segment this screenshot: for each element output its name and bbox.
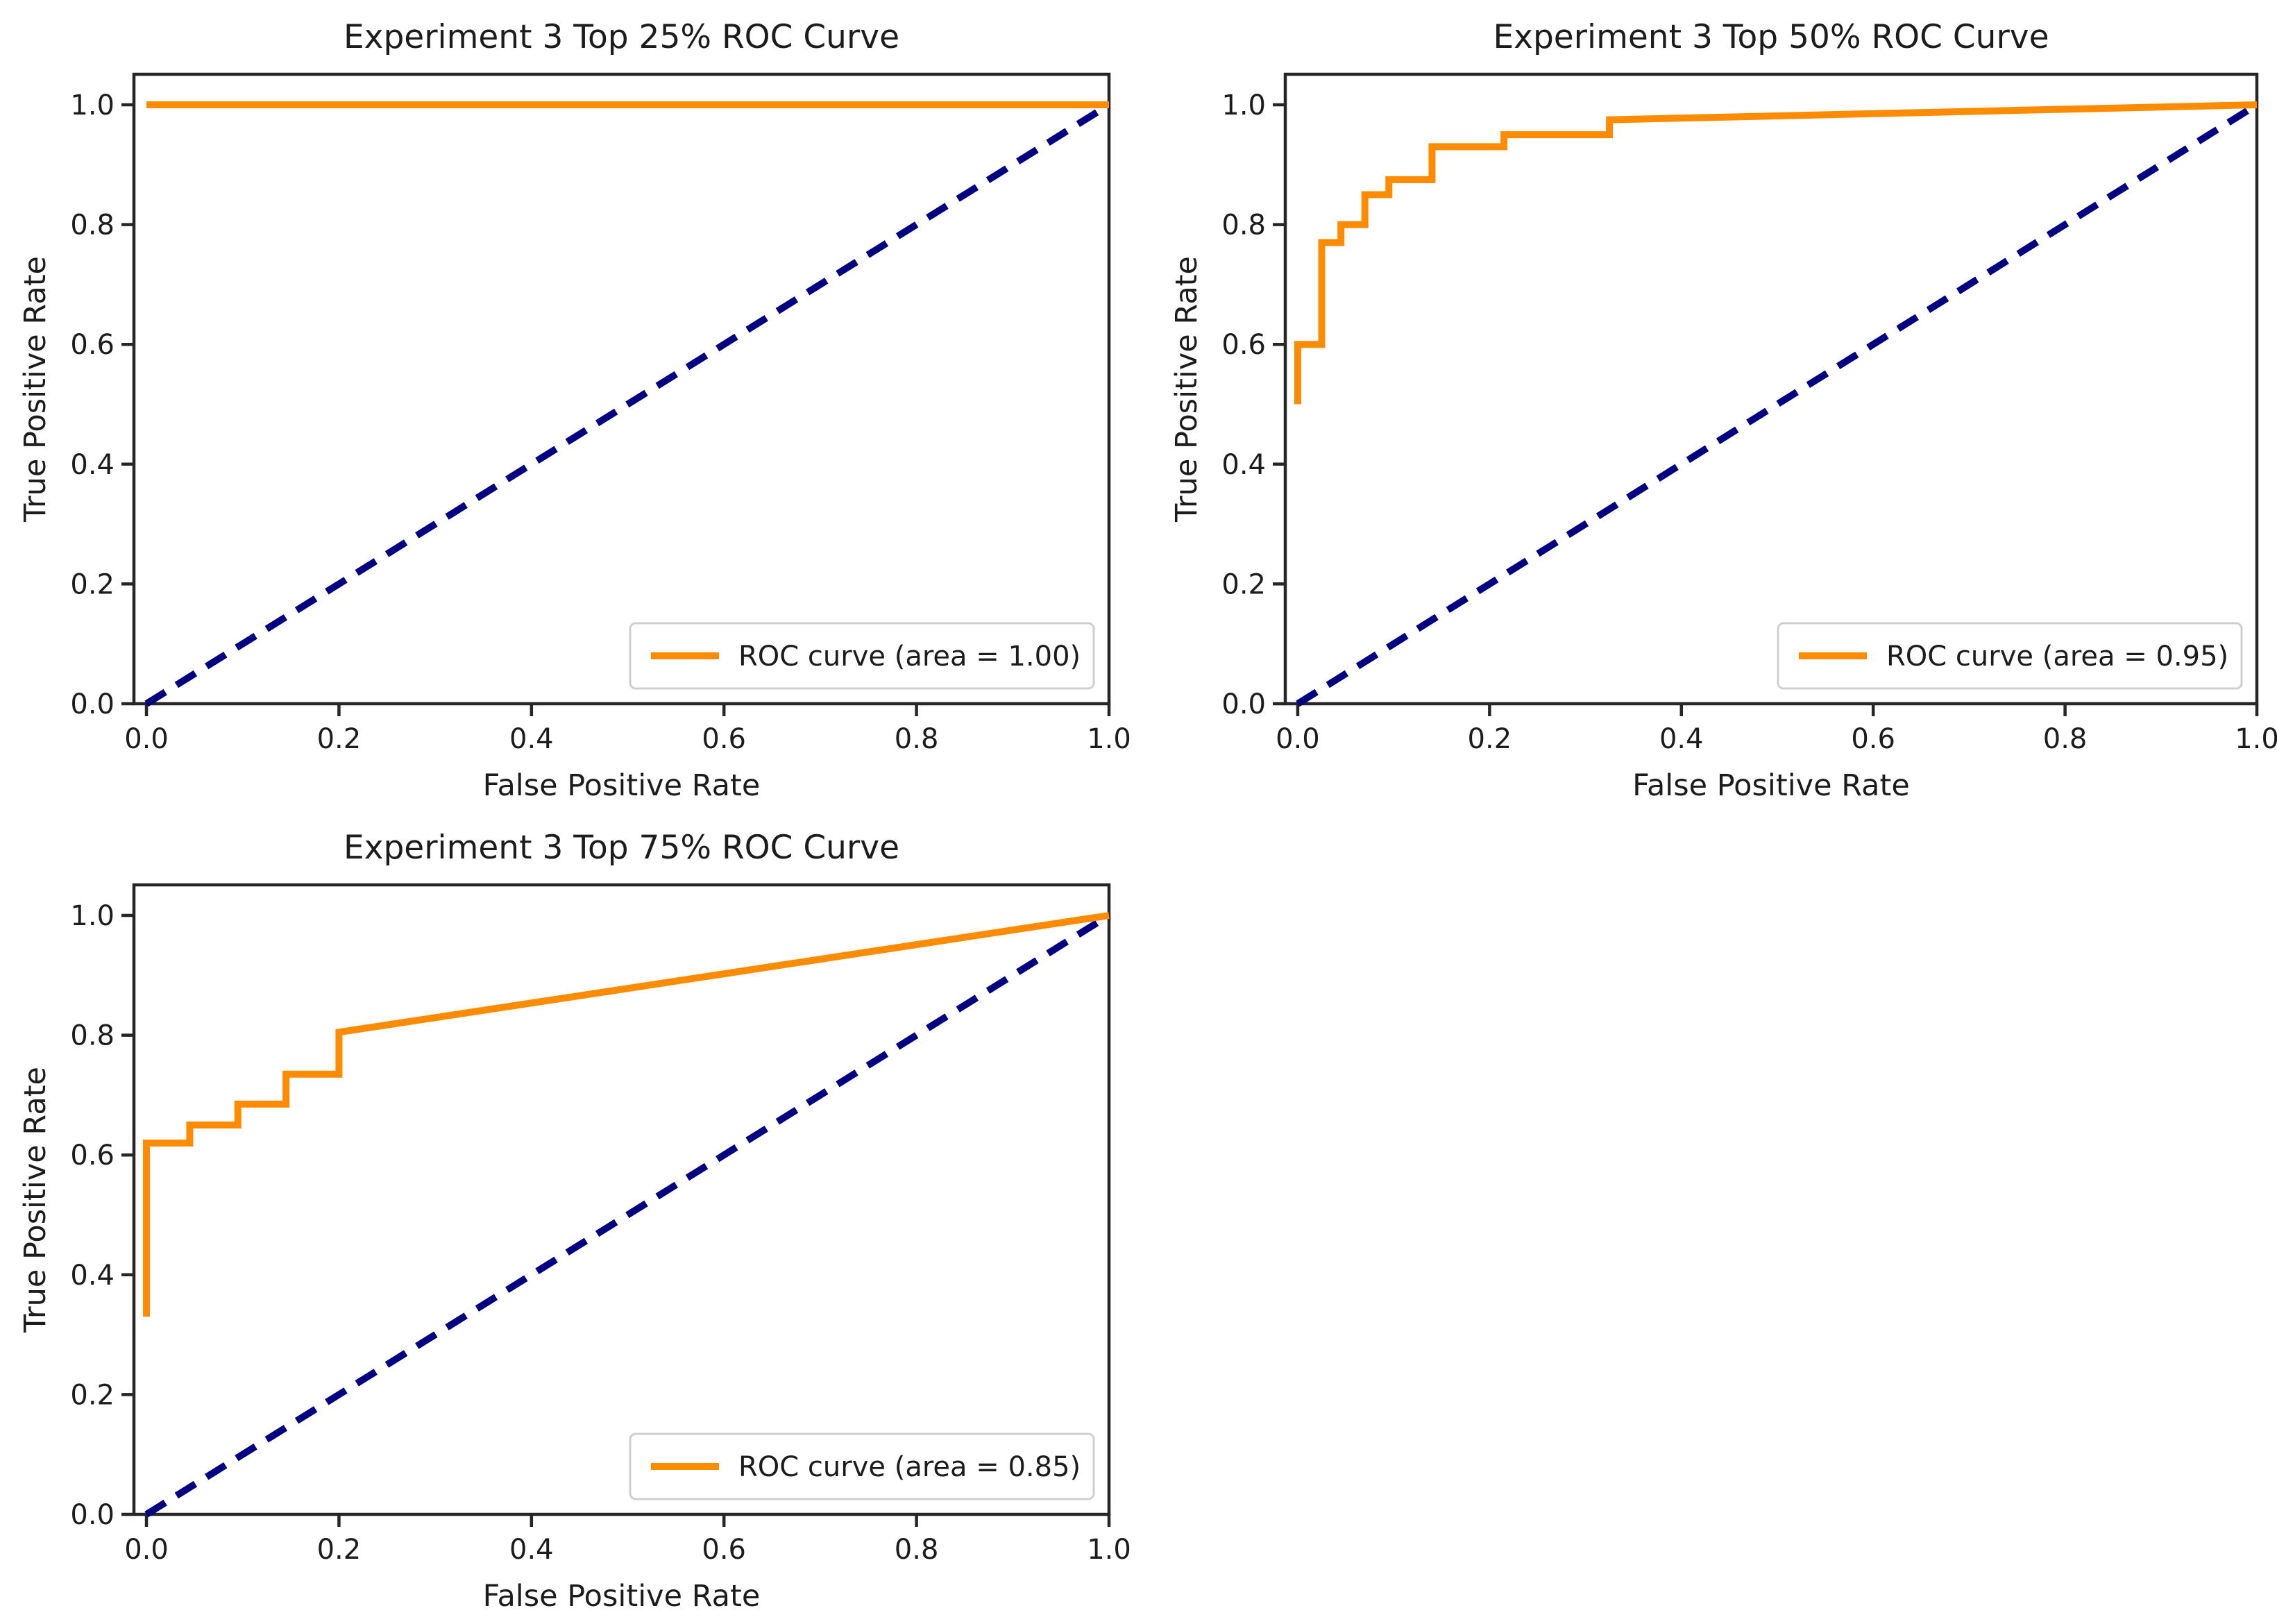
x-tick-label: 0.2 xyxy=(317,723,362,755)
axes-frame xyxy=(1283,72,2259,706)
x-tick-label: 0.8 xyxy=(895,1534,939,1566)
x-tick-label: 0.8 xyxy=(2043,723,2088,755)
y-tick-label: 0.2 xyxy=(70,568,115,600)
x-tick-label: 1.0 xyxy=(1087,723,1131,755)
x-tick-label: 0.6 xyxy=(702,723,746,755)
y-tick-label: 0.2 xyxy=(70,1379,115,1411)
x-axis-label: False Positive Rate xyxy=(483,1579,761,1614)
x-tick-label: 0.4 xyxy=(509,1534,554,1566)
chart-title: Experiment 3 Top 75% ROC Curve xyxy=(344,829,899,867)
x-tick-label: 0.0 xyxy=(1276,723,1320,755)
x-tick-label: 0.0 xyxy=(124,1534,169,1566)
axes-frame xyxy=(132,883,1111,1516)
y-tick-label: 0.8 xyxy=(70,1020,115,1052)
y-axis-label: True Positive Rate xyxy=(1169,256,1204,523)
y-tick-label: 0.6 xyxy=(70,329,115,361)
y-tick-label: 0.0 xyxy=(1221,688,1266,720)
y-tick-label: 0.4 xyxy=(70,449,115,481)
axes-frame xyxy=(132,72,1111,706)
legend-label: ROC curve (area = 1.00) xyxy=(738,641,1081,673)
roc-chart-top50: 0.0 0.2 0.4 0.6 0.8 1.0 0.0 0.2 0.4 0.6 0.8 1.0 Expe… xyxy=(1169,18,2277,803)
y-axis-label: True Positive Rate xyxy=(18,256,53,523)
y-axis-label: True Positive Rate xyxy=(18,1067,53,1333)
y-tick-label: 0.4 xyxy=(1221,449,1266,481)
roc-chart-top25: 0.0 0.2 0.4 0.6 0.8 1.0 0.0 0.2 0.4 0.6 0.8 1.0 Expe… xyxy=(18,18,1131,803)
y-tick-label: 0.6 xyxy=(70,1140,115,1172)
x-tick-label: 1.0 xyxy=(2235,723,2277,755)
chance-diagonal-line xyxy=(144,101,1111,707)
chart-title: Experiment 3 Top 25% ROC Curve xyxy=(344,18,899,56)
x-axis-label: False Positive Rate xyxy=(483,768,761,803)
x-tick-label: 0.2 xyxy=(1468,723,1512,755)
y-tick-label: 0.2 xyxy=(1221,568,1266,600)
x-tick-label: 1.0 xyxy=(1087,1534,1131,1566)
roc-curve-line xyxy=(143,912,1110,1317)
x-tick-label: 0.0 xyxy=(124,723,169,755)
y-tick-label: 1.0 xyxy=(70,900,115,932)
x-tick-label: 0.4 xyxy=(509,723,554,755)
roc-curve-line xyxy=(1294,101,2258,405)
legend-label: ROC curve (area = 0.85) xyxy=(738,1451,1081,1483)
roc-chart-top75: 0.0 0.2 0.4 0.6 0.8 1.0 0.0 0.2 0.4 0.6 0.8 1.0 Expe… xyxy=(18,829,1131,1614)
x-tick-label: 0.4 xyxy=(1659,723,1704,755)
y-tick-label: 1.0 xyxy=(1221,90,1266,121)
legend-label: ROC curve (area = 0.95) xyxy=(1886,641,2228,673)
legend-box xyxy=(1777,622,2243,690)
legend: ROC curve (area = 0.95) xyxy=(1777,622,2243,690)
y-tick-label: 0.0 xyxy=(70,1499,115,1531)
chart-title: Experiment 3 Top 50% ROC Curve xyxy=(1493,18,2049,56)
legend: ROC curve (area = 0.85) xyxy=(629,1432,1095,1500)
legend: ROC curve (area = 1.00) xyxy=(629,622,1095,690)
legend-box xyxy=(629,622,1095,690)
y-tick-label: 1.0 xyxy=(70,90,115,121)
x-tick-label: 0.6 xyxy=(1851,723,1895,755)
y-tick-label: 0.0 xyxy=(70,688,115,720)
x-tick-label: 0.2 xyxy=(317,1534,362,1566)
y-tick-label: 0.4 xyxy=(70,1260,115,1292)
chance-diagonal-line xyxy=(144,912,1111,1518)
x-tick-label: 0.8 xyxy=(895,723,939,755)
y-tick-label: 0.6 xyxy=(1221,329,1266,361)
y-tick-label: 0.8 xyxy=(70,210,115,242)
x-axis-label: False Positive Rate xyxy=(1632,768,1910,803)
x-tick-label: 0.6 xyxy=(702,1534,746,1566)
legend-box xyxy=(629,1432,1095,1500)
y-tick-label: 0.8 xyxy=(1221,210,1266,242)
chance-diagonal-line xyxy=(1296,101,2259,707)
